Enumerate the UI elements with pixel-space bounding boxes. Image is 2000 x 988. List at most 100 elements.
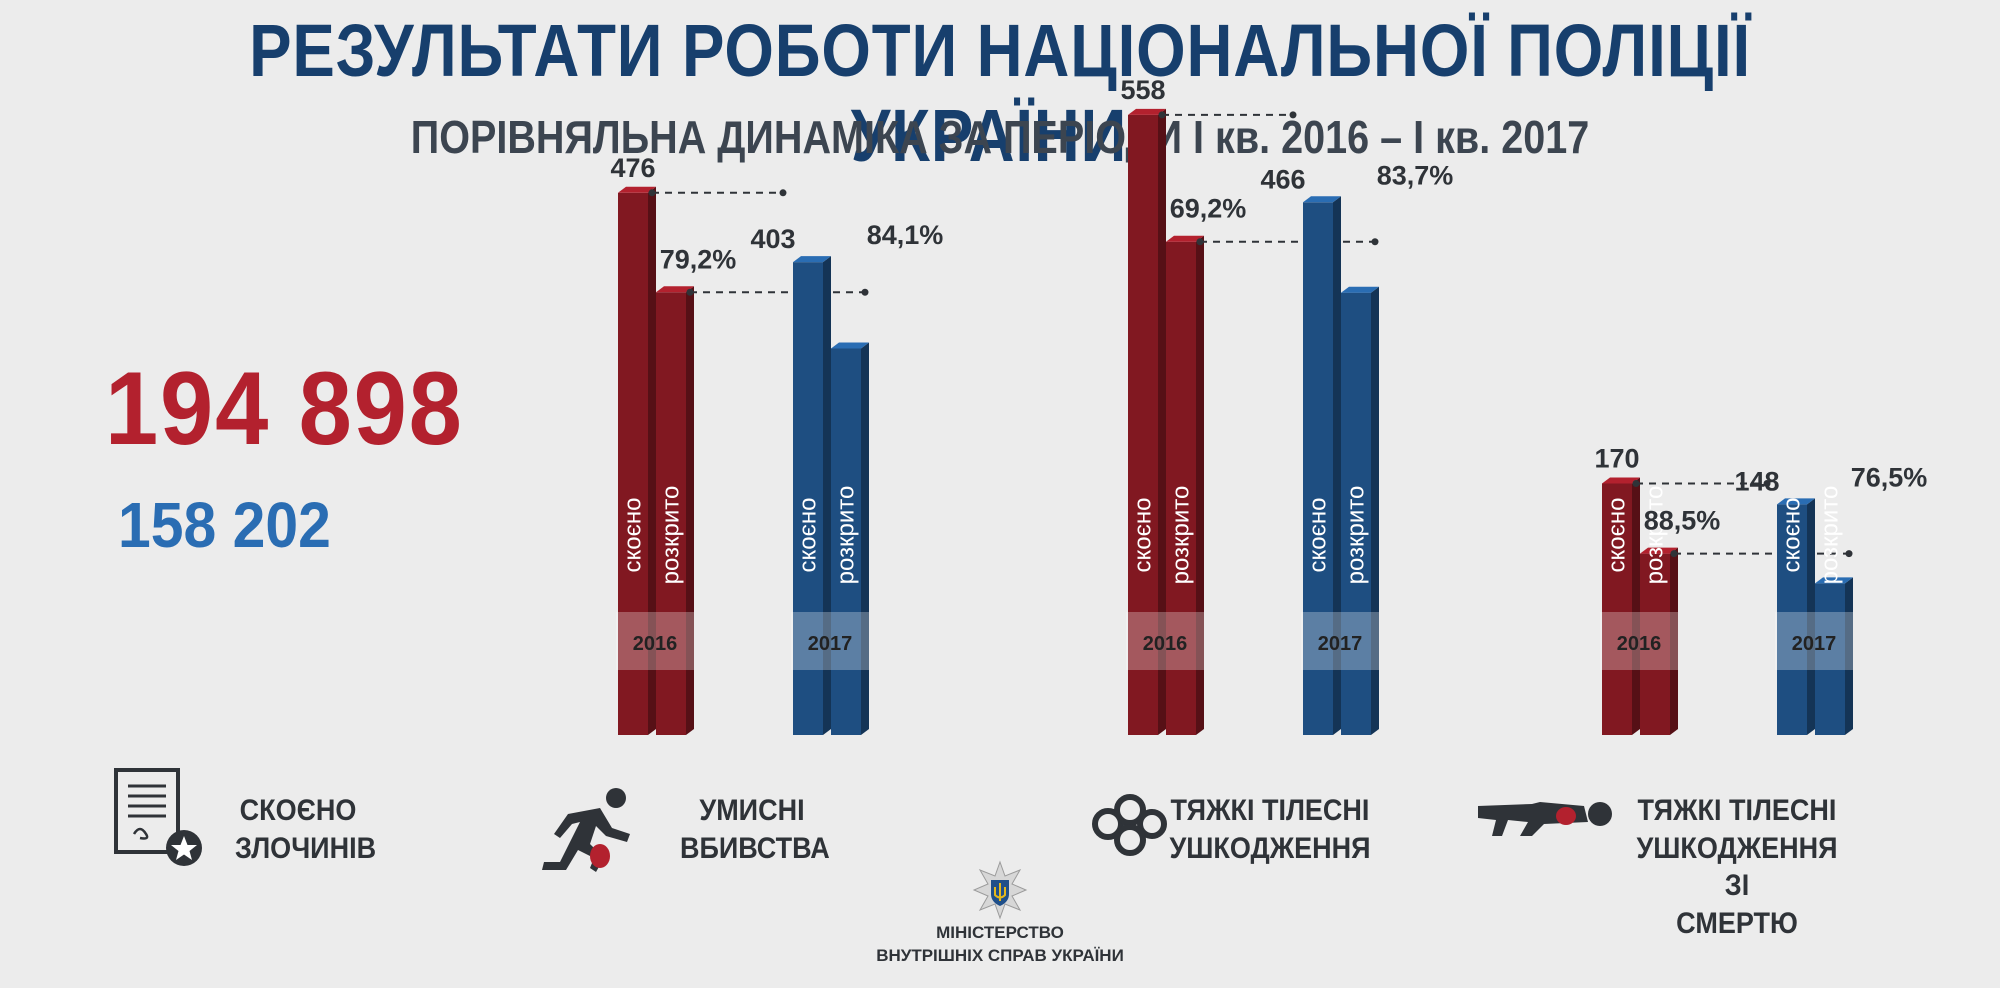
dash-solved-0-start-dot [686, 288, 694, 296]
year-label-1-1: 2017 [1318, 633, 1363, 655]
dash-committed-2-start-dot [1632, 480, 1640, 487]
police-emblem-icon [972, 860, 1028, 920]
year-label-1-0: 2016 [1143, 633, 1188, 655]
bar-2-0-solved-side [1670, 547, 1678, 735]
bar-label-committed-2-0: скоєно [1604, 498, 1631, 573]
year-box-1-1 [1301, 612, 1379, 670]
bar-2-0-committed-top [1602, 477, 1640, 484]
bar-1-1-committed-side [1333, 196, 1341, 736]
bar-2-0-committed-front [1602, 483, 1632, 735]
bar-0-1-committed-top [793, 256, 831, 263]
bar-1-0-solved-front [1166, 241, 1196, 736]
dash-solved-0-end-dot [861, 288, 869, 296]
dash-solved-1-end-dot [1371, 238, 1379, 246]
bar-label-committed-0-0: скоєно [620, 498, 647, 573]
bar-label-solved-0-1: розкрито [833, 486, 860, 585]
year-box-0-1 [791, 612, 869, 670]
ministry-line2: ВНУТРІШНІХ СПРАВ УКРАЇНИ [876, 945, 1124, 965]
value-pct-2-0: 88,5% [1644, 506, 1721, 536]
dash-committed-0-start-dot [648, 189, 656, 197]
bar-1-1-solved-top [1341, 286, 1379, 293]
lying-person-icon [1478, 802, 1612, 836]
bar-1-1-committed-top [1303, 196, 1341, 203]
ministry-name: МІНІСТЕРСТВО ВНУТРІШНІХ СПРАВ УКРАЇНИ [860, 922, 1140, 968]
bar-2-1-solved-side [1845, 577, 1853, 735]
value-committed-1-1: 466 [1260, 164, 1305, 194]
bar-label-solved-1-1: розкрито [1343, 486, 1370, 585]
bar-2-1-committed-top [1777, 498, 1815, 505]
page-subtitle: ПОРІВНЯЛЬНА ДИНАМІКА ЗА ПЕРІОДИ І кв. 20… [410, 111, 1590, 163]
legend-murders-line2: ВБИВСТВА [680, 831, 830, 865]
dash-committed-1-start-dot [1158, 111, 1166, 119]
bar-0-1-committed-front [793, 262, 823, 735]
dash-committed-1-end-dot [1289, 111, 1297, 119]
bar-0-1-solved-top [831, 342, 869, 349]
value-pct-2-1: 76,5% [1851, 462, 1928, 492]
bar-0-1-solved-side [861, 342, 869, 735]
bar-label-solved-1-0: розкрито [1168, 486, 1195, 585]
bar-label-solved-0-0: розкрито [658, 486, 685, 585]
bar-label-committed-1-1: скоєно [1305, 498, 1332, 573]
value-pct-1-1: 83,7% [1377, 160, 1454, 190]
bar-1-0-solved-top [1166, 235, 1204, 242]
bar-0-0-solved-side [686, 286, 694, 735]
legend-deadly-line2: УШКОДЖЕННЯ ЗІ [1636, 831, 1838, 903]
bar-1-0-solved-side [1196, 235, 1204, 736]
year-box-2-0 [1600, 612, 1678, 670]
year-box-2-1 [1775, 612, 1853, 670]
bar-0-0-solved-top [656, 286, 694, 293]
bar-2-1-committed-front [1777, 504, 1807, 735]
bar-0-1-committed-side [823, 256, 831, 735]
legend-crimes-line1: СКОЄНО [239, 794, 357, 827]
legend-murders-line1: УМИСНІ [699, 794, 805, 827]
total-committed: 194 898 [105, 351, 464, 467]
legend-crimes-line2: ЗЛОЧИНІВ [235, 831, 377, 865]
bar-1-1-committed-front [1303, 202, 1333, 736]
bar-2-1-solved-front [1815, 583, 1845, 735]
ministry-line1: МІНІСТЕРСТВО [936, 923, 1064, 942]
legend-grievous-line1: ТЯЖКІ ТІЛЕСНІ [1170, 794, 1370, 827]
bar-0-1-solved-front [831, 348, 861, 735]
year-label-2-1: 2017 [1792, 633, 1837, 655]
bar-0-0-solved-front [656, 292, 686, 735]
value-committed-0-0: 476 [610, 153, 655, 183]
legend-deadly: ТЯЖКІ ТІЛЕСНІ УШКОДЖЕННЯ ЗІ СМЕРТЮ [1625, 792, 1850, 942]
legend-deadly-line3: СМЕРТЮ [1676, 906, 1798, 940]
bar-2-0-solved-top [1640, 547, 1678, 554]
legend-deadly-line1: ТЯЖКІ ТІЛЕСНІ [1637, 794, 1837, 827]
bar-1-0-committed-front [1128, 114, 1158, 735]
legend-crimes: СКОЄНО ЗЛОЧИНІВ [235, 792, 377, 867]
bar-2-0-solved-front [1640, 553, 1670, 735]
legend-grievous-line2: УШКОДЖЕННЯ [1169, 831, 1371, 865]
value-pct-1-0: 69,2% [1170, 194, 1247, 224]
bar-1-1-solved-front [1341, 292, 1371, 735]
bar-label-committed-2-1: скоєно [1779, 498, 1806, 573]
bar-label-committed-1-0: скоєно [1130, 498, 1157, 573]
year-label-0-1: 2017 [808, 633, 853, 655]
year-box-1-0 [1126, 612, 1204, 670]
legend-murders: УМИСНІ ВБИВСТВА [680, 792, 830, 867]
year-box-0-0 [616, 612, 694, 670]
certificate-icon [114, 768, 202, 866]
bar-1-1-solved-side [1371, 286, 1379, 735]
value-pct-0-1: 84,1% [867, 220, 944, 250]
dash-committed-2-end-dot [1763, 480, 1771, 487]
bar-label-committed-0-1: скоєно [795, 498, 822, 573]
bar-1-0-committed-side [1158, 108, 1166, 735]
bar-label-solved-2-1: розкрито [1817, 486, 1844, 585]
bar-2-1-solved-top [1815, 577, 1853, 584]
dash-committed-0-end-dot [779, 189, 787, 197]
bar-1-0-committed-top [1128, 108, 1166, 115]
value-committed-2-0: 170 [1594, 444, 1639, 474]
year-label-2-0: 2016 [1617, 633, 1662, 655]
dash-solved-2-start-dot [1670, 550, 1678, 558]
bar-2-1-committed-side [1807, 498, 1815, 735]
bar-0-0-committed-front [618, 192, 648, 736]
bar-0-0-committed-top [618, 186, 656, 193]
legend-grievous: ТЯЖКІ ТІЛЕСНІ УШКОДЖЕННЯ [1162, 792, 1378, 867]
value-committed-2-1: 148 [1734, 466, 1779, 496]
page-title: РЕЗУЛЬТАТИ РОБОТИ НАЦІОНАЛЬНОЇ ПОЛІЦІЇ У… [249, 9, 1751, 177]
bar-label-solved-2-0: розкрито [1642, 486, 1669, 585]
brass-knuckles-icon [1092, 794, 1167, 856]
